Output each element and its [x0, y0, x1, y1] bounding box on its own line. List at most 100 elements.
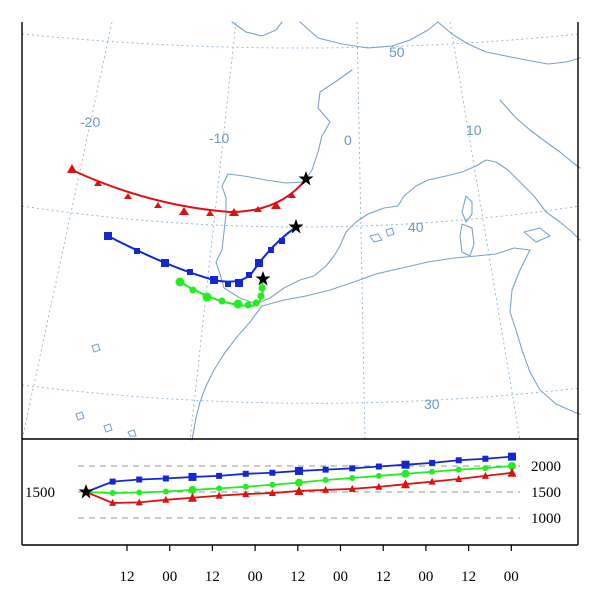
- map-trajectories: [67, 164, 314, 309]
- height-series: [85, 452, 517, 506]
- map-blue-marker: [210, 276, 218, 284]
- lat-label-30: 30: [424, 396, 440, 412]
- time-axis-label: 00: [418, 569, 433, 585]
- map-blue-marker: [161, 259, 169, 267]
- height-series-marker: [216, 485, 223, 492]
- height-series-marker: [481, 471, 489, 479]
- height-series-marker: [375, 472, 382, 479]
- height-series-marker: [136, 489, 143, 496]
- map-green-marker: [218, 297, 226, 305]
- height-series-marker: [269, 469, 276, 476]
- height-series-marker: [507, 467, 517, 477]
- height-series-marker: [216, 472, 223, 479]
- map-blue-marker: [246, 272, 252, 278]
- height-series-marker: [429, 468, 436, 475]
- height-series-marker: [401, 460, 410, 469]
- height-series-marker: [109, 478, 116, 485]
- height-series-marker: [482, 455, 489, 462]
- coast-north-africa: [261, 247, 531, 307]
- map-red-marker: [67, 164, 77, 173]
- coast-ireland: [231, 21, 283, 37]
- meridian-minus-10: [189, 21, 237, 441]
- parallel-50: [21, 33, 581, 49]
- height-series-marker: [322, 466, 329, 473]
- start-star-icon: [255, 271, 271, 286]
- map-green-marker: [258, 284, 266, 292]
- height-series-marker: [428, 477, 436, 485]
- height-series-marker: [375, 463, 382, 470]
- map-green-marker: [233, 299, 243, 309]
- map-trajectory-green-markers: [175, 277, 266, 309]
- lon-label-10: 10: [466, 122, 482, 138]
- height-series-marker: [348, 484, 356, 492]
- height-series-marker: [295, 478, 303, 487]
- map-red-marker: [154, 202, 162, 208]
- map-blue-marker: [268, 247, 274, 253]
- coast-sardinia: [459, 223, 475, 257]
- height-series-marker: [135, 498, 143, 506]
- parallel-40: [21, 205, 581, 228]
- graticule: [21, 21, 581, 441]
- map-blue-marker: [187, 269, 193, 275]
- height-series-marker: [188, 485, 197, 494]
- map-red-marker: [124, 193, 132, 199]
- coast-north-sea: [437, 21, 581, 65]
- lat-label-50: 50: [389, 44, 405, 60]
- height-label-1500: 1500: [531, 485, 561, 501]
- height-series-marker: [295, 466, 303, 475]
- height-series-marker: [349, 465, 356, 472]
- start-star-icon: [288, 219, 304, 234]
- lon-label-minus-10: -10: [209, 130, 229, 146]
- start-height-label: 1500: [25, 485, 55, 501]
- map-green-marker: [202, 292, 212, 302]
- height-series-marker: [242, 490, 250, 498]
- height-series-marker: [322, 477, 329, 484]
- coast-mediterranean-north: [397, 159, 581, 241]
- map-green-marker: [244, 301, 252, 309]
- map-green-marker: [252, 299, 260, 307]
- height-series-marker: [242, 483, 249, 490]
- map-red-marker: [271, 201, 281, 209]
- map-trajectory-green: [179, 279, 264, 308]
- map-trajectory-red: [71, 169, 307, 214]
- height-series-marker: [188, 492, 197, 502]
- meridian-10: [449, 21, 521, 441]
- map-green-marker: [175, 277, 185, 287]
- map-green-marker: [257, 292, 265, 300]
- height-series-marker: [268, 489, 276, 497]
- map-trajectory-blue-markers: [104, 232, 285, 287]
- coast-adriatic: [499, 99, 581, 169]
- map-red-marker: [229, 208, 239, 216]
- lat-label-40: 40: [408, 219, 424, 235]
- coast-madeira: [91, 343, 101, 353]
- height-series-marker: [401, 479, 410, 489]
- time-axis-label: 00: [333, 569, 348, 585]
- coast-iberia-france-atlantic: [215, 69, 399, 305]
- map-blue-marker: [225, 281, 231, 287]
- map-red-marker: [254, 206, 262, 212]
- height-series-marker: [162, 488, 169, 495]
- height-series-marker: [162, 475, 169, 482]
- height-series-marker: [429, 459, 436, 466]
- map-red-marker: [288, 192, 296, 198]
- height-series-marker: [508, 462, 516, 470]
- lon-label-minus-20: -20: [80, 114, 100, 130]
- coast-morocco-atlantic: [191, 305, 263, 441]
- map-red-marker: [179, 207, 189, 215]
- time-axis: 12 00 12 00 12 00 12 00 12 00: [120, 545, 519, 585]
- height-series-marker: [455, 457, 462, 464]
- height-series-marker: [482, 465, 489, 472]
- coast-balearics: [369, 227, 395, 243]
- lon-label-0: 0: [344, 132, 352, 148]
- height-series-marker: [188, 472, 197, 481]
- coast-sicily: [523, 227, 551, 243]
- height-series-marker: [242, 470, 249, 477]
- map-red-marker: [94, 180, 102, 186]
- map-green-marker: [189, 286, 197, 294]
- start-star-icon: [298, 171, 314, 186]
- height-series-marker: [322, 485, 330, 493]
- height-series-marker: [109, 498, 117, 506]
- height-series-marker: [136, 476, 143, 483]
- map-blue-marker: [134, 248, 140, 254]
- height-label-1000: 1000: [531, 511, 561, 527]
